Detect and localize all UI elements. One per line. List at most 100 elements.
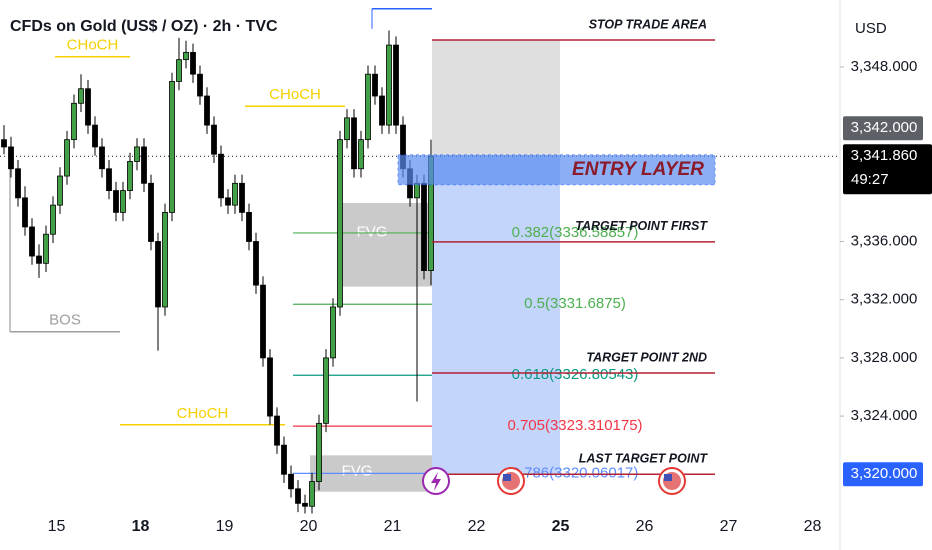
candle-body: [36, 255, 42, 264]
candle-body: [232, 182, 238, 206]
y-tick-label: 3,348.000: [851, 58, 918, 75]
candle-body: [183, 51, 189, 61]
candle-body: [141, 146, 147, 184]
x-tick-label: 15: [48, 518, 66, 535]
event-icon: [431, 472, 441, 491]
candle-body: [246, 212, 252, 242]
candle-body: [162, 212, 168, 308]
candle-body: [43, 233, 49, 264]
candle-body: [358, 139, 364, 170]
fib-label: 0.786(3320.06017): [512, 464, 639, 481]
candle-body: [309, 481, 315, 507]
candle-body: [8, 146, 14, 170]
candle-body: [288, 473, 294, 490]
x-tick-label: 25: [552, 518, 570, 535]
price-marker-label: 3,342.000: [851, 119, 918, 136]
fvg-label: FVG: [357, 224, 388, 241]
candle-body: [176, 59, 182, 82]
candle-body: [267, 357, 273, 417]
x-tick-label: 21: [384, 518, 402, 535]
candle-body: [225, 197, 231, 206]
candle-body: [50, 204, 56, 235]
chart-title: CFDs on Gold (US$ / OZ) · 2h · TVC: [10, 18, 278, 35]
event-icon: [664, 474, 672, 481]
candle-body: [57, 175, 63, 206]
structure-label: BOS: [49, 312, 81, 329]
candle-body: [211, 124, 217, 155]
candle-body: [295, 488, 301, 504]
candle-body: [414, 182, 420, 199]
candle-body: [134, 146, 140, 162]
candle-body: [337, 139, 343, 308]
fib-label: 0.618(3326.80543): [512, 366, 639, 383]
x-tick-label: 20: [300, 518, 318, 535]
candle-body: [78, 88, 84, 104]
candle-body: [421, 182, 427, 271]
price-marker: [843, 462, 923, 487]
candle-body: [365, 73, 371, 141]
candle-body: [64, 139, 70, 177]
candle-body: [218, 153, 224, 199]
structure-label: CHoCH: [177, 405, 229, 422]
fib-label: 0.382(3336.58857): [512, 224, 639, 241]
x-tick-label: 26: [636, 518, 654, 535]
structure-label: CHoCH: [67, 37, 119, 54]
candle-body: [372, 73, 378, 97]
entry-label: ENTRY LAYER: [572, 159, 704, 180]
candle-body: [113, 190, 119, 213]
plot-area: FVG FVG CHoCH CHoCH CHoCH BOS ENTRY LAYER 0.382…: [0, 7, 840, 514]
candle-body: [197, 73, 203, 97]
candle-body: [344, 117, 350, 141]
x-tick-label: 19: [216, 518, 234, 535]
candle-body: [253, 241, 259, 286]
x-tick-label: 28: [804, 518, 822, 535]
candle-body: [127, 161, 133, 191]
candle-body: [106, 168, 112, 191]
candle-body: [239, 182, 245, 213]
candle-body: [1, 139, 7, 148]
candle-body: [323, 357, 329, 424]
candle-body: [85, 88, 91, 126]
price-marker-label: 3,320.000: [851, 465, 918, 482]
fib-label: 0.705(3323.310175): [507, 417, 642, 434]
candle-body: [274, 415, 280, 446]
candle-body: [92, 124, 98, 148]
event-icon: [503, 474, 511, 481]
countdown-label: 49:27: [851, 171, 889, 188]
candle-body: [148, 182, 154, 242]
structure-label: CHoCH: [269, 86, 321, 103]
stop-zone: [432, 40, 560, 155]
target-label: TARGET POINT 2ND: [586, 350, 707, 364]
x-tick-label: 27: [720, 518, 738, 535]
candle-body: [281, 444, 287, 475]
price-marker: [843, 116, 923, 141]
last-price-tag: [843, 144, 932, 195]
x-tick-label: 22: [468, 518, 486, 535]
candle-body: [22, 197, 28, 228]
entry-zone: [397, 154, 716, 186]
candle-body: [204, 95, 210, 126]
y-tick-label: 3,336.000: [851, 232, 918, 249]
fvg-box: [340, 202, 432, 287]
candle-body: [260, 284, 266, 359]
candle-body: [99, 146, 105, 170]
x-tick-label: 18: [132, 518, 150, 535]
candle-body: [190, 51, 196, 75]
candle-body: [330, 306, 336, 359]
fvg-label: FVG: [342, 463, 373, 480]
candle-body: [120, 190, 126, 213]
y-tick-label: 3,324.000: [851, 407, 918, 424]
candle-body: [71, 102, 77, 141]
event-icons: [422, 467, 686, 495]
candle-body: [155, 241, 161, 308]
target-label: LAST TARGET POINT: [579, 452, 709, 466]
y-tick-label: 3,328.000: [851, 349, 918, 366]
candle-body: [379, 95, 385, 126]
candle-body: [386, 44, 392, 126]
candle-body: [169, 81, 175, 213]
candle-body: [15, 168, 21, 199]
candle-body: [29, 226, 35, 257]
target-zone: [432, 154, 560, 475]
